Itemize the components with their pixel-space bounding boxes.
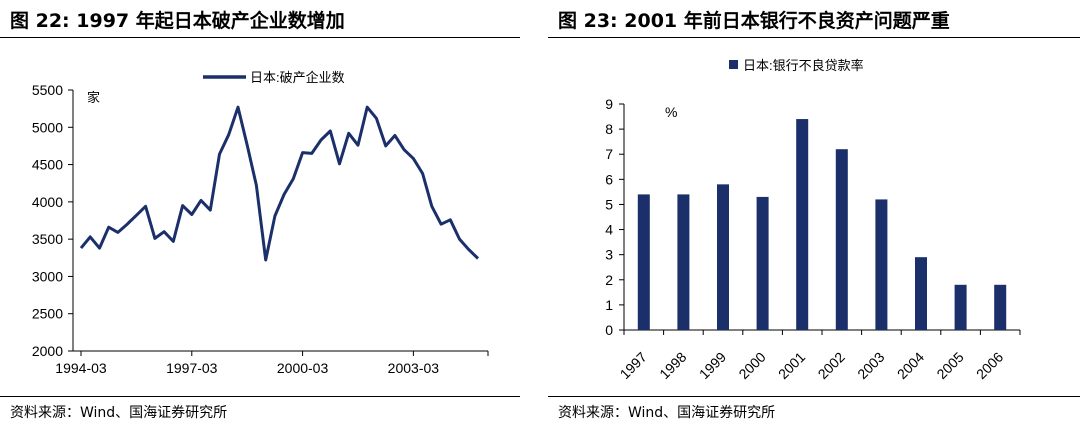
x-tick-label: 1997-03: [166, 360, 218, 376]
y-tick-label: 7: [605, 146, 613, 162]
x-tick-label: 1994-03: [55, 360, 107, 376]
x-tick-label: 2003: [854, 349, 887, 382]
bar-2001: [796, 119, 809, 330]
x-tick-label: 2005: [933, 349, 966, 382]
bankruptcy-line-chart: 2000 2500 3000 3500 4000 4500 5000 5500 1994-03 1…: [32, 70, 489, 376]
bar-2003: [875, 199, 888, 330]
x-tick-label: 2006: [973, 349, 1006, 382]
figure-23-title: 图 23: 2001 年前日本银行不良资产问题严重: [558, 10, 950, 32]
y-tick-label: 5000: [32, 119, 63, 135]
y-tick-label: 2500: [32, 306, 63, 322]
figure-22-source: 资料来源：Wind、国海证券研究所: [10, 405, 228, 421]
x-tick-label: 2003-03: [388, 360, 440, 376]
y-tick-label: 4000: [32, 194, 63, 210]
y-tick-label: 8: [605, 121, 613, 137]
x-tick-label: 2000-03: [277, 360, 329, 376]
x-tick-label: 2002: [815, 349, 848, 382]
bar-1999: [717, 184, 729, 330]
x-tick-label: 2000: [735, 349, 768, 382]
bar-2004: [915, 257, 927, 330]
figure-23-source: 资料来源：Wind、国海证券研究所: [558, 405, 776, 421]
x-tick-label: 2001: [775, 349, 808, 382]
x-tick-label: 2004: [894, 349, 927, 382]
bar-1997: [637, 194, 650, 330]
y-tick-label: 5: [605, 196, 613, 212]
unit-label: 家: [87, 90, 100, 105]
y-tick-label: 1: [605, 297, 613, 313]
y-tick-label: 4: [605, 222, 613, 238]
y-tick-label: 3500: [32, 231, 63, 247]
bar-1998: [677, 194, 690, 330]
legend-label: 日本:银行不良贷款率: [743, 58, 864, 73]
x-tick-label: 1998: [656, 349, 689, 382]
bar-2000: [756, 196, 769, 330]
bar-2005: [954, 284, 967, 330]
y-tick-label: 3000: [32, 268, 63, 284]
figure-22-top-rule: [0, 37, 520, 38]
y-tick-label: 2: [605, 272, 613, 288]
legend-swatch: [729, 60, 738, 69]
y-tick-label: 5500: [32, 82, 63, 98]
y-tick-label: 9: [605, 96, 613, 112]
bar-2006: [994, 284, 1007, 330]
y-tick-label: 3: [605, 247, 613, 263]
figure-23-panel: 图 23: 2001 年前日本银行不良资产问题严重 0 1 2 3 4 5 6 7 8 9 1997…: [548, 0, 1080, 428]
y-tick-label: 0: [605, 322, 613, 338]
unit-label: %: [665, 104, 677, 120]
x-tick-label: 1997: [617, 349, 650, 382]
x-tick-label: 1999: [696, 349, 729, 382]
figure-22-bottom-rule: [0, 396, 520, 397]
figure-23-top-rule: [548, 37, 1080, 38]
y-tick-label: 6: [605, 171, 613, 187]
bar-2002: [835, 149, 848, 330]
y-tick-label: 2000: [32, 343, 63, 359]
figure-23-bottom-rule: [548, 396, 1080, 397]
series-line-bankruptcies: [79, 105, 480, 262]
figure-22-title: 图 22: 1997 年起日本破产企业数增加: [10, 10, 345, 32]
figure-22-panel: 图 22: 1997 年起日本破产企业数增加 2000 2500 3000 3500 4…: [0, 0, 530, 428]
legend-label: 日本:破产企业数: [250, 70, 345, 85]
y-tick-label: 4500: [32, 157, 63, 173]
